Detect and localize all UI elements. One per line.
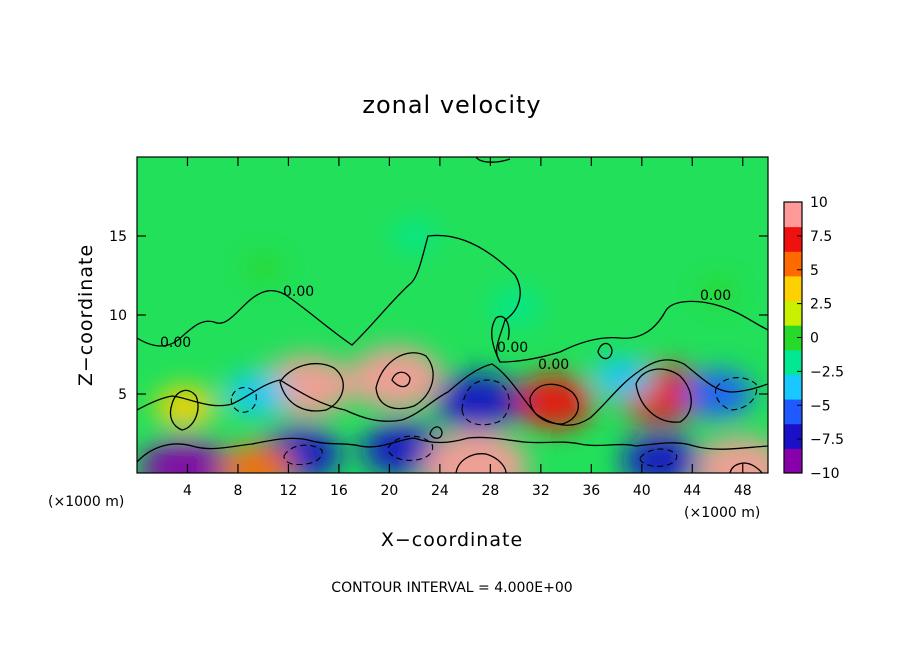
colorbar-swatch xyxy=(784,226,802,252)
y-tick-label: 10 xyxy=(109,308,127,324)
colorbar-swatch xyxy=(784,325,802,351)
contour-interval-note: CONTOUR INTERVAL = 4.000E+00 xyxy=(331,580,572,596)
y-axis-title: Z−coordinate xyxy=(75,244,97,386)
colorbar-tick-label: −2.5 xyxy=(810,364,844,380)
contour-zero-bottom xyxy=(137,436,768,463)
x-tick-label: 36 xyxy=(582,483,600,499)
x-tick-label: 8 xyxy=(233,483,242,499)
velocity-cell xyxy=(224,372,290,416)
contour-negative-3 xyxy=(283,444,323,466)
contour-negative-4 xyxy=(714,377,758,411)
contour-positive-2 xyxy=(375,352,434,410)
x-unit-left: (×1000 m) xyxy=(48,494,124,510)
contour-hot-core-2 xyxy=(729,462,763,473)
colorbar-tick-label: 2.5 xyxy=(810,297,832,313)
velocity-cell xyxy=(435,373,520,431)
x-tick-label: 48 xyxy=(734,483,752,499)
velocity-cell xyxy=(621,434,700,473)
contour-lines xyxy=(137,157,768,473)
x-axis-ticks: 4 8 12 16 20 24 28 32 36 40 44 48 xyxy=(183,157,752,499)
colorbar-tick-label: 7.5 xyxy=(810,229,832,245)
x-tick-label: 12 xyxy=(280,483,298,499)
velocity-cell xyxy=(154,385,216,428)
colorbar-tick-label: −7.5 xyxy=(810,432,844,448)
contour-positive-5 xyxy=(635,368,692,423)
contour-label: 0.00 xyxy=(497,340,528,356)
contour-positive-3 xyxy=(391,371,411,388)
velocity-cell xyxy=(361,421,443,473)
colorbar-swatch xyxy=(784,423,802,449)
contour-negative-6 xyxy=(639,448,678,467)
x-tick-label: 4 xyxy=(183,483,192,499)
colorbar-swatch xyxy=(784,349,802,375)
y-tick-label: 15 xyxy=(109,229,127,245)
colorbar-swatch xyxy=(784,448,802,474)
colorbar-swatch xyxy=(784,275,802,302)
contour-zero-lower xyxy=(137,359,768,426)
colorbar-tick-label: 5 xyxy=(810,263,819,279)
colorbar: 10 7.5 5 2.5 0 −2.5 −5 −7.5 −10 xyxy=(783,195,844,482)
y-tick-label: 5 xyxy=(118,387,127,403)
contour-negative-2 xyxy=(387,435,434,461)
colorbar-swatch xyxy=(784,202,802,228)
contour-positive-4 xyxy=(529,383,579,425)
contour-negative-5 xyxy=(230,386,257,413)
y-axis-ticks: 5 10 15 xyxy=(109,229,768,403)
colorbar-swatch xyxy=(784,300,802,326)
velocity-cell xyxy=(242,253,284,282)
plot-background xyxy=(137,157,768,473)
contour-negative-lines xyxy=(230,377,758,467)
velocity-cell xyxy=(513,374,594,430)
contour-positive-1 xyxy=(279,362,344,412)
x-tick-label: 28 xyxy=(481,483,499,499)
contour-label-group: 0.00 0.00 0.00 0.00 0.00 xyxy=(160,284,731,373)
contour-zero-upper xyxy=(137,234,768,363)
x-tick-label: 32 xyxy=(532,483,550,499)
contour-positive-6 xyxy=(169,389,199,431)
colorbar-tick-label: 10 xyxy=(810,195,828,211)
x-axis-title: X−coordinate xyxy=(381,529,523,551)
x-tick-label: 44 xyxy=(683,483,701,499)
velocity-cell xyxy=(681,369,754,419)
contour-label: 0.00 xyxy=(538,357,569,373)
contour-plume-right xyxy=(490,315,510,363)
velocity-cell xyxy=(489,289,542,325)
x-unit-right: (×1000 m) xyxy=(684,505,760,521)
colorbar-tick-label: 0 xyxy=(810,331,819,347)
contour-label: 0.00 xyxy=(160,335,191,351)
x-tick-label: 24 xyxy=(431,483,449,499)
velocity-cell xyxy=(592,357,654,400)
colorbar-swatch xyxy=(784,251,802,277)
contour-small-1 xyxy=(597,342,613,360)
contour-hot-core-1 xyxy=(455,453,507,473)
colorbar-swatch xyxy=(784,399,802,425)
colorbar-tick-label: −5 xyxy=(810,398,831,414)
contour-small-2 xyxy=(429,426,443,439)
chart-title: zonal velocity xyxy=(362,91,541,119)
x-tick-label: 40 xyxy=(633,483,651,499)
plot-area: 0.00 0.00 0.00 0.00 0.00 xyxy=(137,157,768,473)
colorbar-swatch xyxy=(784,374,802,400)
contour-label: 0.00 xyxy=(283,284,314,300)
contour-label: 0.00 xyxy=(700,288,731,304)
colorbar-tick-label: −10 xyxy=(810,466,840,482)
contour-top-edge xyxy=(475,157,511,163)
velocity-cell xyxy=(422,430,529,473)
velocity-cell xyxy=(697,277,738,305)
x-tick-label: 16 xyxy=(330,483,348,499)
velocity-cell xyxy=(348,346,443,411)
x-tick-label: 20 xyxy=(380,483,398,499)
